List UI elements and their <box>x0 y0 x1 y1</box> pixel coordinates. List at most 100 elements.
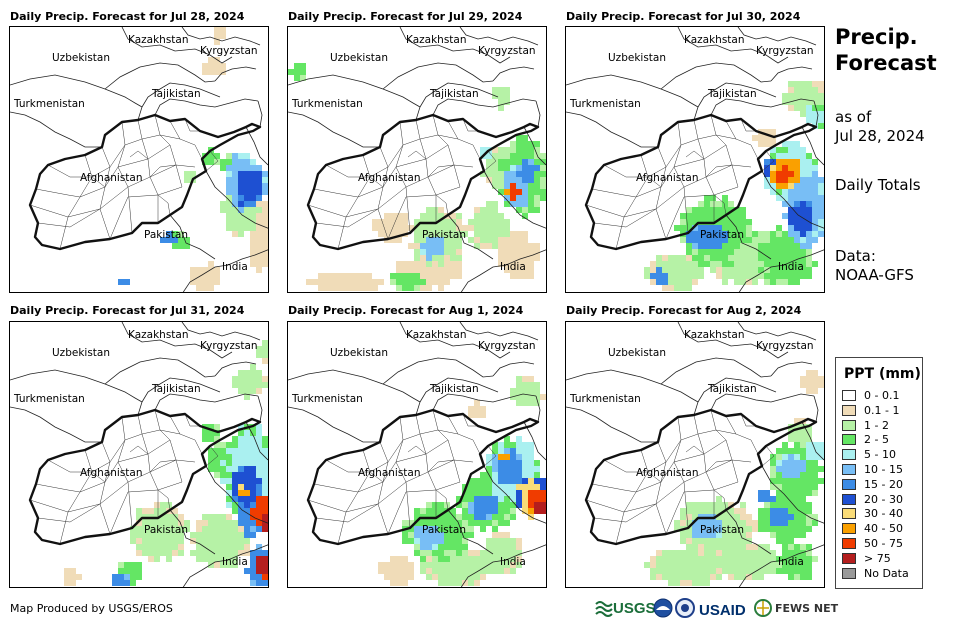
precip-cell <box>770 550 776 556</box>
precip-cell <box>112 574 118 580</box>
precip-cell <box>486 502 492 508</box>
precip-cell <box>800 466 806 472</box>
precip-cell <box>540 195 546 201</box>
precip-cell <box>734 532 740 538</box>
precip-cell <box>474 556 480 562</box>
precip-cell <box>208 279 214 285</box>
precip-cell <box>818 207 824 213</box>
precip-cell <box>232 213 238 219</box>
precip-cell <box>220 460 226 466</box>
precip-cell <box>462 520 468 526</box>
precip-cell <box>256 346 262 352</box>
precip-cell <box>250 526 256 532</box>
precip-cell <box>474 412 480 418</box>
precip-cell <box>220 562 226 568</box>
precip-cell <box>444 267 450 273</box>
precip-cell <box>788 502 794 508</box>
precip-cell <box>534 502 540 508</box>
precip-cell <box>232 165 238 171</box>
precip-cell <box>782 141 788 147</box>
country-border <box>738 249 824 292</box>
precip-cell <box>716 255 722 261</box>
precip-cell <box>770 472 776 478</box>
precip-cell <box>692 231 698 237</box>
country-border <box>245 421 268 461</box>
precip-cell <box>262 340 268 346</box>
precip-cell <box>238 177 244 183</box>
precip-cell <box>686 279 692 285</box>
precip-cell <box>800 442 806 448</box>
precip-cell <box>232 466 238 472</box>
precip-cell <box>504 520 510 526</box>
precip-cell <box>250 165 256 171</box>
precip-cell <box>184 520 190 526</box>
precip-cell <box>662 574 668 580</box>
precip-cell <box>800 484 806 490</box>
province-border <box>325 429 459 473</box>
precip-cell <box>806 111 812 117</box>
precip-cell <box>812 466 818 472</box>
province-border <box>710 409 739 483</box>
precip-cell <box>758 568 764 574</box>
precip-cell <box>226 472 232 478</box>
precip-cell <box>456 219 462 225</box>
precip-cell <box>716 562 722 568</box>
precip-cell <box>722 568 728 574</box>
precip-cell <box>64 568 70 574</box>
precip-cell <box>662 267 668 273</box>
country-label-afghanistan: Afghanistan <box>636 467 699 479</box>
precip-cell <box>722 520 728 526</box>
precip-cell <box>244 159 250 165</box>
precip-cell <box>686 261 692 267</box>
precip-cell <box>698 237 704 243</box>
precip-cell <box>426 508 432 514</box>
precip-cell <box>704 526 710 532</box>
precip-cell <box>214 520 220 526</box>
precip-cell <box>704 544 710 550</box>
precip-cell <box>492 550 498 556</box>
province-border <box>205 150 219 172</box>
precip-cell <box>686 514 692 520</box>
precip-cell <box>256 430 262 436</box>
precip-cell <box>408 574 414 580</box>
precip-cell <box>528 261 534 267</box>
precip-cell <box>504 261 510 267</box>
precip-cell <box>256 388 262 394</box>
panel-title-4: Daily Precip. Forecast for Jul 31, 2024 <box>10 304 245 317</box>
country-border <box>677 27 789 64</box>
precip-cell <box>788 544 794 550</box>
precip-cell <box>818 87 824 93</box>
precip-cell <box>262 261 268 267</box>
precip-cell <box>420 556 426 562</box>
precip-cell <box>740 556 746 562</box>
precip-cell <box>208 261 214 267</box>
precip-cell <box>154 520 160 526</box>
country-border <box>141 377 221 403</box>
precip-cell <box>734 249 740 255</box>
province-border <box>91 176 106 188</box>
precip-cell <box>196 267 202 273</box>
precip-cell <box>812 171 818 177</box>
precip-cell <box>504 484 510 490</box>
precip-cell <box>354 285 360 291</box>
precip-cell <box>800 165 806 171</box>
precip-cell <box>794 93 800 99</box>
precip-cell <box>262 526 268 532</box>
precip-cell <box>806 478 812 484</box>
precip-cell <box>444 568 450 574</box>
precip-cell <box>420 237 426 243</box>
precip-cell <box>244 544 250 550</box>
province-border <box>415 119 437 223</box>
precip-cell <box>662 273 668 279</box>
country-label-kyrgyzstan: Kyrgyzstan <box>756 45 814 57</box>
precip-cell <box>232 171 238 177</box>
precip-cell <box>256 219 262 225</box>
precip-cell <box>794 496 800 502</box>
precip-cell <box>806 273 812 279</box>
precip-cell <box>432 267 438 273</box>
precip-cell <box>480 514 486 520</box>
precip-cell <box>136 568 142 574</box>
precip-cell <box>704 556 710 562</box>
precip-cell <box>250 436 256 442</box>
precip-cell <box>800 448 806 454</box>
